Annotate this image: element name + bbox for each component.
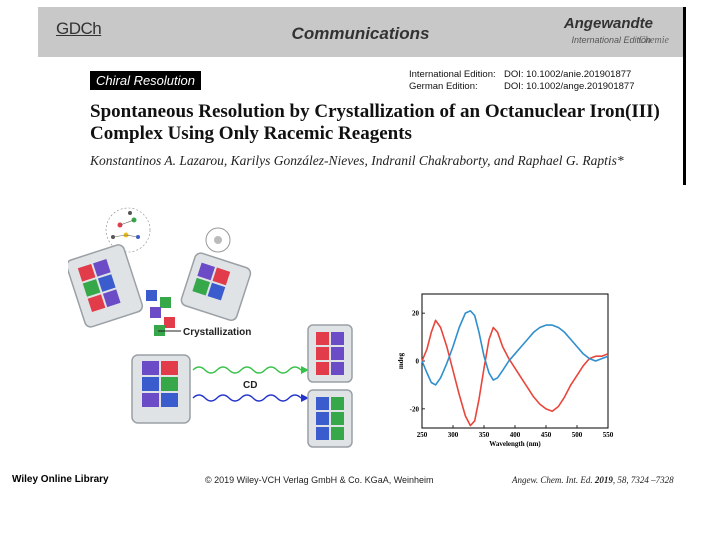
x-axis-label: Wavelength (nm) xyxy=(489,440,541,448)
x-tick-label: 500 xyxy=(572,431,583,439)
y-tick-label: 20 xyxy=(412,310,420,318)
molecule-structure-icon xyxy=(105,207,151,253)
category-badge: Chiral Resolution xyxy=(90,71,201,90)
y-tick-label: 0 xyxy=(416,358,420,366)
doi-international-label: International Edition: xyxy=(409,69,496,80)
cd-series-line-1 xyxy=(421,319,609,427)
article-title: Spontaneous Resolution by Crystallizatio… xyxy=(90,101,660,144)
x-tick-label: 300 xyxy=(448,431,459,439)
enantiomer-vial-bottom xyxy=(307,389,353,448)
y-axis-label: mdeg xyxy=(397,352,405,369)
green-wave-arrow xyxy=(192,366,302,374)
blue-arrowhead-icon xyxy=(301,394,309,402)
x-tick-label: 350 xyxy=(479,431,490,439)
gdch-logo[interactable]: GDCh xyxy=(56,19,102,38)
y-tick-label: -20 xyxy=(410,405,420,413)
crystallization-scheme: Crystallization CD xyxy=(68,207,353,448)
cd-label: CD xyxy=(243,380,257,391)
cd-series-line-2 xyxy=(421,310,609,386)
falling-blocks xyxy=(146,290,175,336)
x-tick-label: 400 xyxy=(510,431,521,439)
x-tick-label: 250 xyxy=(417,431,428,439)
doi-german: German Edition: DOI: 10.1002/ange.2019018… xyxy=(409,81,634,92)
citation-rest: , 58, 7324 –7328 xyxy=(612,475,674,485)
x-tick-label: 450 xyxy=(541,431,552,439)
green-arrowhead-icon xyxy=(301,366,309,374)
citation-journal: Angew. Chem. Int. Ed. xyxy=(512,475,593,485)
article-authors: Konstantinos A. Lazarou, Karilys Gonzále… xyxy=(90,153,624,168)
doi-german-label: German Edition: xyxy=(409,81,478,92)
doi-international-link[interactable]: DOI: 10.1002/anie.201901877 xyxy=(504,69,632,80)
doi-international: International Edition: DOI: 10.1002/anie.… xyxy=(409,69,631,80)
citation-year: 2019 xyxy=(594,475,613,485)
right-beaker xyxy=(180,252,252,322)
blue-wave-arrow xyxy=(192,394,302,402)
wiley-online-library-link[interactable]: Wiley Online Library xyxy=(12,474,109,485)
x-tick-label: 550 xyxy=(603,431,614,439)
citation: Angew. Chem. Int. Ed. 2019, 58, 7324 –73… xyxy=(512,475,674,485)
cd-spectrum-chart: 250 300 350 400 450 500 550 20 0 -20 Wavelength (n… xyxy=(397,293,614,448)
doi-german-link[interactable]: DOI: 10.1002/ange.201901877 xyxy=(504,81,635,92)
journal-logo-sub: Chemie xyxy=(638,35,669,46)
section-title: Communications xyxy=(291,24,430,43)
mixed-crystal-beaker xyxy=(131,354,191,424)
copyright-notice: © 2019 Wiley-VCH Verlag GmbH & Co. KGaA,… xyxy=(205,475,434,485)
journal-logo-tag: International Edition xyxy=(571,35,651,45)
article-header: GDCh Communications Angewandte Internati… xyxy=(38,7,686,185)
ligand-structure-icon xyxy=(205,227,231,253)
left-beaker xyxy=(68,244,144,328)
journal-logo[interactable]: Angewandte xyxy=(563,15,653,32)
crystallization-label: Crystallization xyxy=(183,327,251,338)
journal-banner: GDCh Communications Angewandte Internati… xyxy=(38,7,683,57)
enantiomer-vial-top xyxy=(307,324,353,383)
